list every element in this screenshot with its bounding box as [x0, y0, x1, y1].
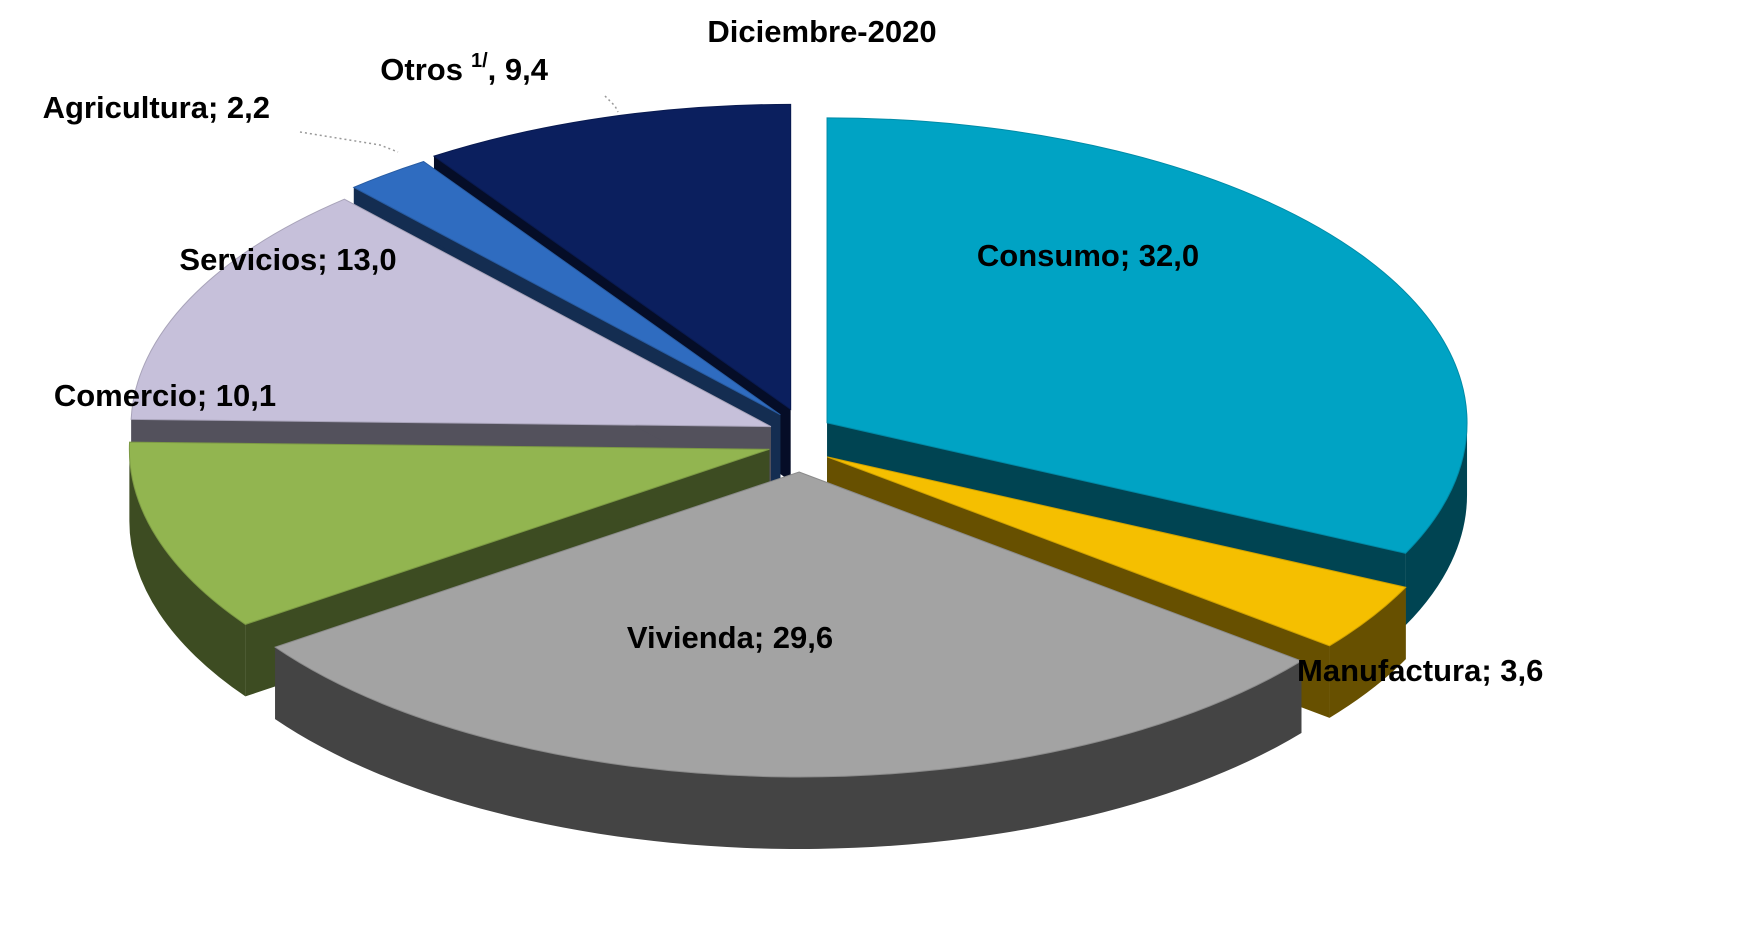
data-label: Manufactura; 3,6 — [1297, 653, 1543, 688]
slice — [827, 456, 1407, 647]
slice — [352, 160, 781, 416]
data-label: Servicios; 13,0 — [179, 242, 396, 277]
leader-line — [299, 131, 399, 153]
value-label: ; 3,6 — [1481, 653, 1543, 688]
value-label: ; 13,0 — [317, 242, 396, 277]
pie — [128, 103, 1468, 849]
chart-title: Diciembre-2020 — [707, 14, 936, 49]
slice — [432, 103, 792, 411]
data-label: Agricultura; 2,2 — [43, 90, 270, 125]
slice-wall — [1405, 422, 1468, 626]
category-name: Agricultura — [43, 90, 209, 125]
data-label: Otros 1/, 9,4 — [380, 50, 548, 87]
value-label: ; 10,1 — [197, 378, 276, 413]
slice — [130, 198, 772, 428]
category-name: Consumo — [977, 238, 1120, 273]
value-label: ; 32,0 — [1120, 238, 1199, 273]
category-name: Vivienda — [627, 620, 755, 655]
category-name: Otros — [380, 52, 463, 87]
slice-wall — [1329, 587, 1406, 718]
slice-wall — [129, 449, 246, 697]
category-name: Manufactura — [1297, 653, 1482, 688]
slice — [128, 441, 770, 625]
slice — [274, 471, 1303, 849]
slice — [274, 471, 1303, 778]
value-label: ; 29,6 — [754, 620, 833, 655]
footnote-marker: 1/ — [471, 50, 488, 72]
data-label: Comercio; 10,1 — [54, 378, 276, 413]
value-label: , 9,4 — [488, 52, 549, 87]
slice-wall — [275, 647, 1302, 849]
data-label: Consumo; 32,0 — [977, 238, 1199, 273]
value-label: ; 2,2 — [208, 90, 270, 125]
data-label: Vivienda; 29,6 — [627, 620, 833, 655]
category-name: Servicios — [179, 242, 317, 277]
leader-line — [604, 95, 619, 113]
category-name: Comercio — [54, 378, 197, 413]
slice — [826, 117, 1468, 554]
